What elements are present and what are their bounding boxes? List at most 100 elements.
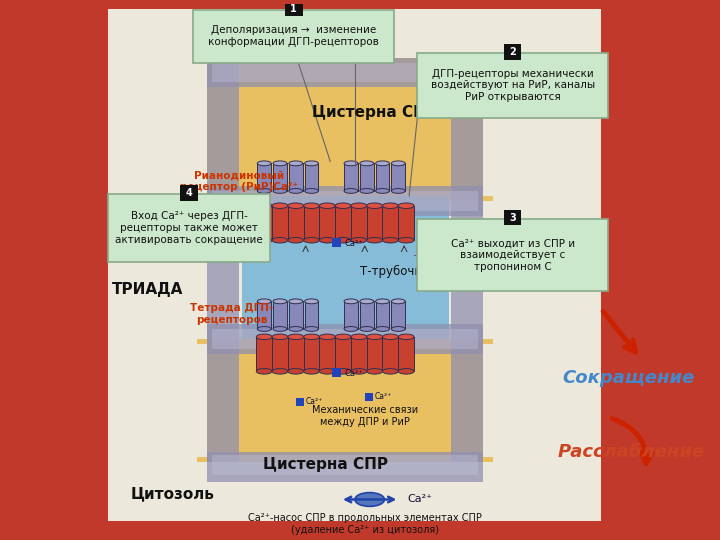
Ellipse shape: [289, 299, 302, 304]
Text: 2: 2: [509, 47, 516, 57]
Ellipse shape: [392, 188, 405, 193]
Ellipse shape: [351, 238, 366, 243]
FancyBboxPatch shape: [504, 44, 521, 60]
FancyBboxPatch shape: [360, 301, 374, 329]
Ellipse shape: [366, 238, 382, 243]
FancyBboxPatch shape: [212, 191, 478, 211]
Ellipse shape: [376, 299, 390, 304]
Ellipse shape: [288, 369, 304, 374]
Ellipse shape: [257, 327, 271, 332]
Ellipse shape: [351, 203, 366, 208]
Text: Ca²⁺: Ca²⁺: [407, 495, 432, 504]
Text: Механические связи
между ДПР и РиР: Механические связи между ДПР и РиР: [312, 405, 418, 427]
Text: Рианодиновый
рецептор (РиР)Ca²⁺: Рианодиновый рецептор (РиР)Ca²⁺: [179, 170, 297, 192]
FancyBboxPatch shape: [207, 58, 483, 87]
Ellipse shape: [273, 161, 287, 166]
FancyBboxPatch shape: [304, 337, 320, 372]
FancyBboxPatch shape: [289, 163, 302, 191]
Ellipse shape: [392, 161, 405, 166]
Ellipse shape: [344, 161, 358, 166]
FancyBboxPatch shape: [360, 163, 374, 191]
FancyBboxPatch shape: [288, 337, 304, 372]
Ellipse shape: [304, 334, 320, 340]
FancyBboxPatch shape: [207, 186, 483, 215]
FancyBboxPatch shape: [351, 337, 366, 372]
Ellipse shape: [392, 327, 405, 332]
Ellipse shape: [257, 188, 271, 193]
FancyBboxPatch shape: [207, 58, 238, 462]
Ellipse shape: [366, 369, 382, 374]
Text: Вход Ca²⁺ через ДГП-
рецепторы также может
активировать сокращение: Вход Ca²⁺ через ДГП- рецепторы также мож…: [115, 211, 263, 245]
Text: Цистерна СПР: Цистерна СПР: [312, 105, 437, 119]
Text: Тетрада ДГП-
рецепторов: Тетрада ДГП- рецепторов: [190, 303, 274, 325]
FancyBboxPatch shape: [351, 206, 366, 240]
FancyBboxPatch shape: [398, 206, 414, 240]
Ellipse shape: [304, 369, 320, 374]
Ellipse shape: [289, 188, 302, 193]
Ellipse shape: [305, 299, 318, 304]
Ellipse shape: [366, 334, 382, 340]
Ellipse shape: [256, 238, 272, 243]
Ellipse shape: [256, 203, 272, 208]
Ellipse shape: [288, 334, 304, 340]
Ellipse shape: [304, 238, 320, 243]
Text: Расслабление: Расслабление: [557, 443, 705, 461]
Ellipse shape: [272, 369, 288, 374]
Bar: [332, 368, 341, 377]
Ellipse shape: [305, 161, 318, 166]
FancyBboxPatch shape: [212, 63, 478, 83]
Ellipse shape: [366, 203, 382, 208]
Ellipse shape: [320, 203, 336, 208]
Ellipse shape: [351, 369, 366, 374]
FancyBboxPatch shape: [272, 337, 288, 372]
Ellipse shape: [344, 299, 358, 304]
Ellipse shape: [351, 334, 366, 340]
Text: Ca²⁺: Ca²⁺: [374, 393, 392, 401]
Ellipse shape: [257, 161, 271, 166]
Ellipse shape: [256, 369, 272, 374]
FancyBboxPatch shape: [376, 301, 390, 329]
FancyBboxPatch shape: [109, 194, 270, 262]
Ellipse shape: [320, 334, 336, 340]
FancyBboxPatch shape: [336, 337, 351, 372]
FancyBboxPatch shape: [273, 301, 287, 329]
Ellipse shape: [273, 188, 287, 193]
Text: Цитозоль: Цитозоль: [130, 486, 215, 501]
FancyBboxPatch shape: [273, 163, 287, 191]
Ellipse shape: [289, 327, 302, 332]
Ellipse shape: [304, 203, 320, 208]
Ellipse shape: [272, 334, 288, 340]
FancyBboxPatch shape: [207, 452, 483, 482]
Ellipse shape: [257, 299, 271, 304]
FancyBboxPatch shape: [305, 301, 318, 329]
Text: Ca²⁺: Ca²⁺: [344, 369, 363, 378]
Ellipse shape: [305, 327, 318, 332]
Text: 3: 3: [509, 213, 516, 222]
FancyBboxPatch shape: [272, 206, 288, 240]
FancyBboxPatch shape: [376, 163, 390, 191]
Ellipse shape: [320, 238, 336, 243]
FancyBboxPatch shape: [257, 163, 271, 191]
Text: Т-трубочка: Т-трубочка: [360, 265, 428, 278]
Ellipse shape: [272, 238, 288, 243]
FancyBboxPatch shape: [305, 163, 318, 191]
Ellipse shape: [256, 334, 272, 340]
Ellipse shape: [382, 369, 398, 374]
FancyBboxPatch shape: [212, 455, 478, 475]
FancyBboxPatch shape: [417, 53, 608, 118]
FancyBboxPatch shape: [285, 1, 302, 16]
Ellipse shape: [398, 238, 414, 243]
FancyBboxPatch shape: [304, 206, 320, 240]
Ellipse shape: [382, 334, 398, 340]
FancyBboxPatch shape: [392, 301, 405, 329]
Polygon shape: [197, 58, 493, 201]
Ellipse shape: [360, 327, 374, 332]
FancyBboxPatch shape: [382, 337, 398, 372]
Ellipse shape: [305, 188, 318, 193]
Ellipse shape: [382, 203, 398, 208]
FancyBboxPatch shape: [257, 301, 271, 329]
Text: Цистерна СПР: Цистерна СПР: [263, 457, 388, 472]
Ellipse shape: [392, 299, 405, 304]
Ellipse shape: [273, 299, 287, 304]
FancyBboxPatch shape: [207, 324, 483, 354]
